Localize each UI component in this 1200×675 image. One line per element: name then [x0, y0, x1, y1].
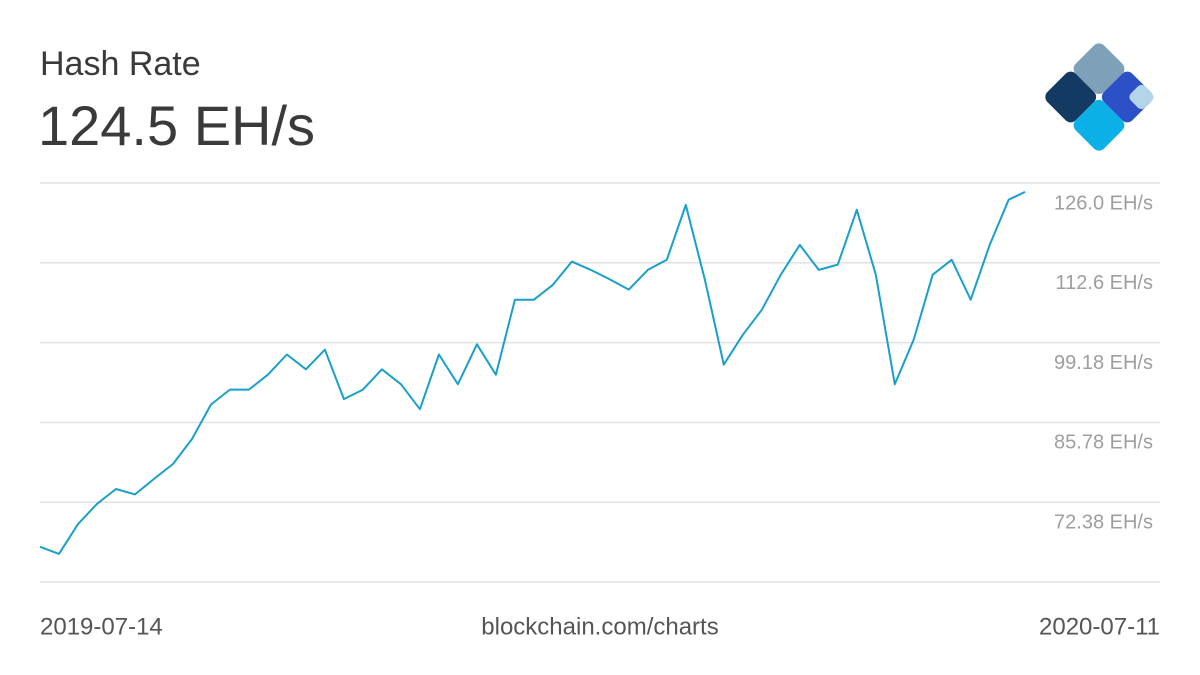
logo — [1045, 43, 1154, 151]
y-tick-label: 112.6 EH/s — [1056, 272, 1153, 294]
logo-piece — [1073, 43, 1125, 95]
chart-title: Hash Rate — [40, 45, 201, 83]
y-tick-label: 85.78 EH/s — [1054, 432, 1153, 454]
y-tick-label: 126.0 EH/s — [1054, 192, 1153, 214]
x-tick-label: 2019-07-14 — [40, 613, 163, 640]
y-tick-label: 99.18 EH/s — [1054, 352, 1153, 374]
logo-piece — [1045, 71, 1097, 123]
y-tick-label: 72.38 EH/s — [1054, 512, 1153, 534]
logo-piece — [1101, 71, 1153, 123]
data-line — [39, 190, 1026, 555]
current-value: 124.5 EH/s — [38, 94, 315, 157]
source-label: blockchain.com/charts — [481, 613, 718, 640]
x-tick-label: 2020-07-11 — [1039, 613, 1160, 640]
logo-piece — [1129, 84, 1154, 110]
logo-piece — [1073, 99, 1125, 151]
